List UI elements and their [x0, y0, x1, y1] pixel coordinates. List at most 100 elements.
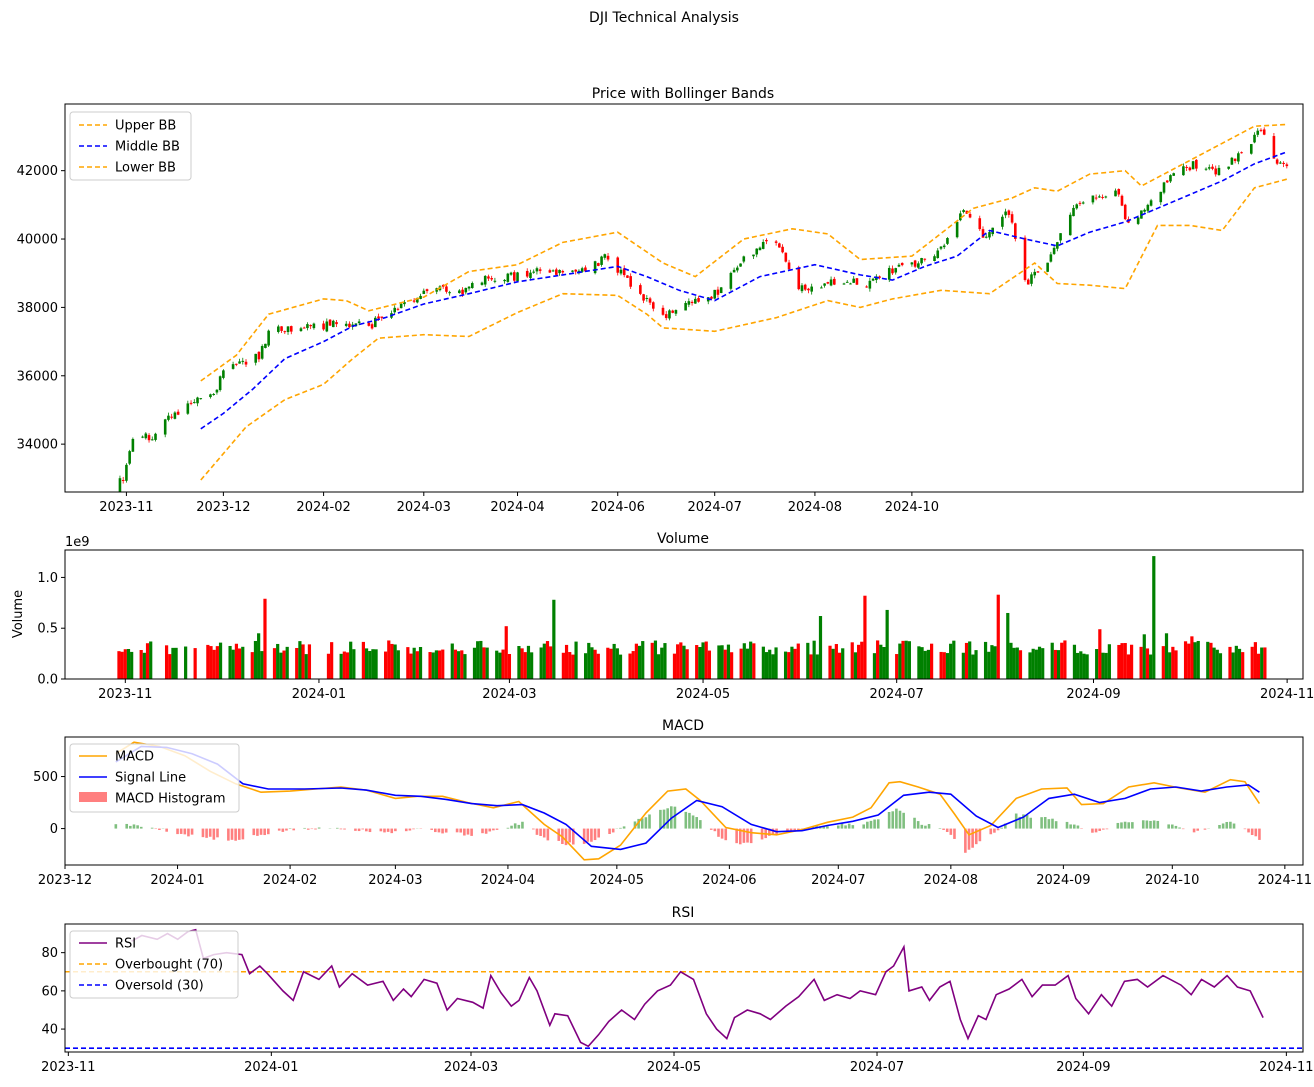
candle-body-up	[1169, 175, 1172, 182]
candle-body-up	[154, 433, 157, 440]
macd-histogram-bar	[484, 828, 488, 834]
candle-body-down	[170, 416, 173, 418]
x-tick-label: 2024-11	[1260, 687, 1314, 702]
legend-rsi-label: RSI	[115, 937, 136, 952]
volume-plot-area	[117, 556, 1267, 679]
volume-bar-up	[653, 640, 658, 679]
macd-histogram-bar	[709, 828, 713, 830]
candle-body-up	[448, 292, 451, 294]
volume-bar-down	[549, 646, 553, 679]
candle-body-up	[955, 221, 959, 238]
candle-body-up	[687, 301, 691, 305]
y-tick-label: 40	[41, 1023, 58, 1038]
volume-bar-down	[568, 652, 572, 679]
macd-histogram-bar	[252, 828, 256, 836]
macd-histogram-bar	[339, 828, 343, 830]
volume-bar-down	[1174, 650, 1178, 679]
candle-body-up	[668, 310, 671, 319]
candle-body-down	[616, 257, 620, 273]
candle-body-up	[506, 273, 510, 282]
candle-body-down	[774, 241, 778, 243]
candle-body-up	[1059, 233, 1062, 241]
volume-bar-down	[145, 643, 150, 679]
macd-histogram-bar	[717, 828, 720, 837]
candle-body-up	[887, 267, 891, 280]
volume-bar-up	[720, 645, 724, 679]
volume-bar-up	[961, 652, 965, 679]
volume-bar-up	[450, 643, 454, 679]
volume-bar-down	[441, 649, 445, 679]
candle-body-down	[1214, 168, 1218, 175]
macd-histogram-bar	[1250, 828, 1254, 836]
volume-bar-up	[1193, 642, 1197, 679]
volume-bar-up	[495, 650, 499, 679]
macd-histogram-bar	[1051, 818, 1054, 829]
macd-histogram-bar	[826, 826, 829, 829]
volume-bar-up	[1164, 633, 1169, 679]
macd-histogram-bar	[836, 825, 840, 829]
volume-bar-down	[295, 647, 299, 679]
volume-bar-down	[631, 651, 635, 679]
candle-body-up	[732, 269, 736, 273]
candle-body-down	[1282, 162, 1285, 165]
macd-histogram-bar	[492, 828, 495, 831]
volume-bar-up	[749, 641, 753, 679]
macd-histogram-bar	[517, 824, 521, 829]
macd-histogram-bar	[768, 828, 771, 836]
volume-bar-up	[126, 648, 131, 679]
candle-body-up	[868, 280, 872, 289]
volume-bar-up	[904, 640, 908, 679]
volume-bar-up	[701, 642, 705, 679]
legend-histogram-swatch	[79, 792, 107, 802]
candle-body-up	[600, 256, 603, 265]
x-tick-label: 2024-06	[591, 500, 645, 515]
candle-body-up	[910, 262, 914, 265]
macd-histogram-bar	[114, 824, 118, 829]
volume-bar-up	[171, 647, 175, 679]
volume-bar-up	[285, 646, 289, 679]
macd-histogram-bar	[720, 828, 724, 839]
candle-body-down	[1123, 204, 1127, 220]
volume-bar-up	[231, 649, 235, 679]
candle-body-down	[513, 272, 516, 281]
y-tick-label: 1.0	[37, 571, 58, 586]
candle-body-up	[1052, 247, 1056, 254]
candle-body-up	[1249, 144, 1253, 154]
volume-bar-down	[361, 641, 365, 679]
macd-histogram-bar	[277, 828, 281, 831]
x-tick-label: 2023-11	[99, 500, 153, 515]
legend-overbought-label: Overbought (70)	[115, 958, 223, 973]
candle-body-up	[645, 298, 649, 300]
volume-bar-down	[330, 642, 334, 679]
candle-body-up	[829, 279, 833, 286]
volume-bar-down	[384, 651, 388, 679]
candle-body-down	[441, 285, 445, 287]
macd-histogram-bar	[989, 828, 993, 835]
volume-bar-down	[1190, 636, 1194, 679]
macd-histogram-bar	[1094, 828, 1098, 833]
volume-bar-up	[279, 652, 283, 679]
macd-histogram-bar	[949, 828, 953, 835]
candle-body-up	[464, 287, 468, 293]
rsi-axes-frame	[64, 923, 1304, 1053]
volume-bar-up	[298, 641, 302, 679]
macd-histogram-bar	[586, 828, 590, 842]
candle-body-up	[842, 283, 846, 285]
macd-histogram-bar	[241, 828, 245, 840]
candle-body-down	[380, 316, 384, 318]
macd-histogram-bar	[1014, 813, 1018, 829]
candle-body-down	[891, 268, 894, 274]
volume-bar-up	[660, 647, 664, 679]
volume-bar-up	[1212, 647, 1216, 679]
candle-body-up	[1091, 195, 1095, 203]
volume-bar-down	[1228, 646, 1232, 679]
candle-body-down	[289, 326, 293, 332]
macd-histogram-bar	[891, 811, 895, 829]
volume-bar-up	[945, 653, 950, 679]
candle-body-up	[306, 324, 309, 329]
volume-bar-up	[774, 647, 778, 679]
candle-body-up	[1056, 242, 1059, 249]
volume-bar-up	[949, 643, 953, 679]
volume-bar-up	[1107, 644, 1111, 679]
candle-body-up	[823, 283, 826, 286]
